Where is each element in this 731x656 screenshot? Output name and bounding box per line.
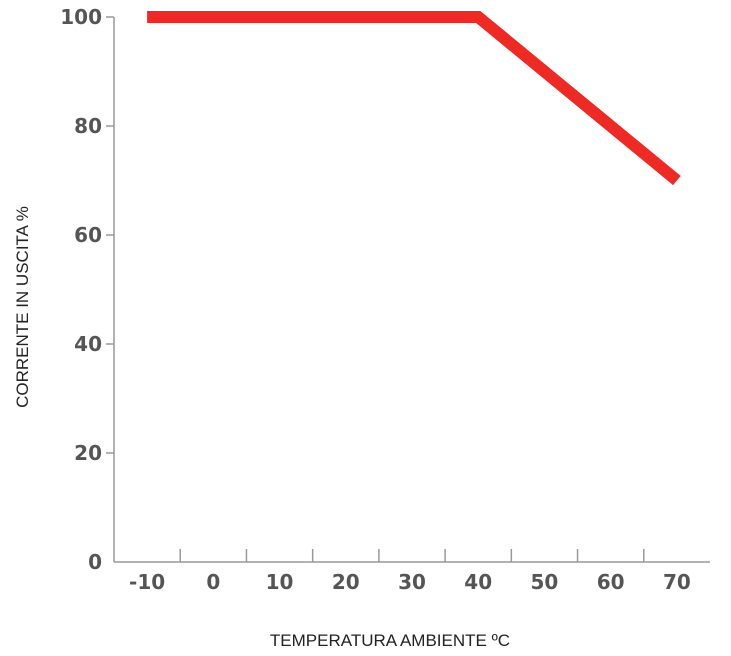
y-ticks: 0 20 40 60 80 100 [60, 5, 114, 574]
x-tick-label: 0 [206, 570, 220, 594]
x-tick-label: 30 [398, 570, 426, 594]
data-point [478, 17, 479, 18]
data-point [147, 17, 148, 18]
x-tick-label: 10 [266, 570, 294, 594]
y-tick-label: 40 [74, 332, 102, 356]
x-ticks: -10 0 10 20 30 40 50 60 70 [129, 549, 691, 594]
axes [113, 17, 710, 563]
x-axis-title: TEMPERATURA AMBIENTE ºC [270, 631, 510, 650]
x-tick-label: 50 [531, 570, 559, 594]
series-layer [147, 11, 681, 186]
y-tick-label: 20 [74, 441, 102, 465]
y-tick-label: 0 [88, 550, 102, 574]
y-tick-label: 100 [60, 5, 102, 29]
y-tick-label: 80 [74, 114, 102, 138]
y-tick-label: 60 [74, 223, 102, 247]
x-tick-label: 60 [597, 570, 625, 594]
y-axis-title: CORRENTE IN USCITA % [13, 206, 32, 408]
x-tick-label: -10 [129, 570, 165, 594]
series-line [147, 11, 681, 186]
data-point [676, 180, 677, 181]
x-tick-label: 20 [332, 570, 360, 594]
x-tick-label: 40 [464, 570, 492, 594]
x-tick-label: 70 [663, 570, 691, 594]
